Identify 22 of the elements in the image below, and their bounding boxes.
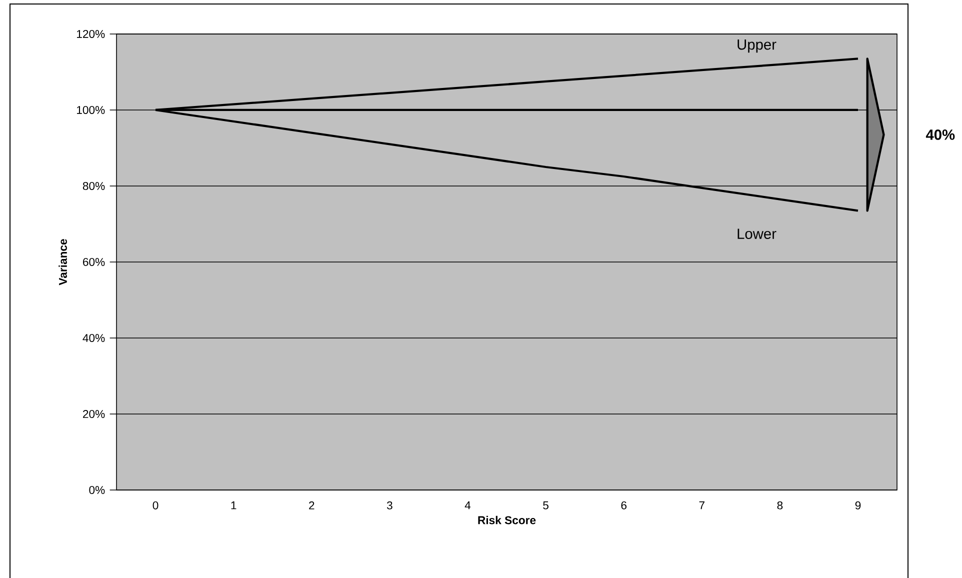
y-tick-label: 80% (82, 182, 105, 190)
y-tick-label: 0% (89, 486, 105, 494)
x-tick-label: 9 (855, 501, 861, 510)
x-tick-label: 8 (777, 501, 783, 510)
text: 40% (926, 130, 955, 140)
x-tick-label: 5 (543, 501, 548, 510)
y-tick-label: 20% (83, 410, 105, 418)
y-axis-title: Variance (58, 239, 67, 286)
x-tick-label: 0 (152, 501, 158, 510)
y-tick-label: 60% (83, 258, 105, 266)
y-tick-label: 100% (76, 106, 105, 114)
x-axis-title: Risk Score (478, 516, 536, 524)
y-tick-label: 120% (76, 30, 105, 38)
x-tick-label: 4 (464, 501, 471, 510)
y-tick-label: 40% (82, 334, 105, 342)
x-tick-label: 2 (309, 501, 314, 510)
x-tick-label: 1 (231, 501, 236, 510)
x-tick-label: 3 (386, 501, 392, 510)
series-label: Upper (738, 40, 776, 53)
x-tick-label: 7 (699, 501, 704, 510)
text: Lower (738, 228, 776, 239)
x-tick-label: 6 (621, 501, 626, 510)
